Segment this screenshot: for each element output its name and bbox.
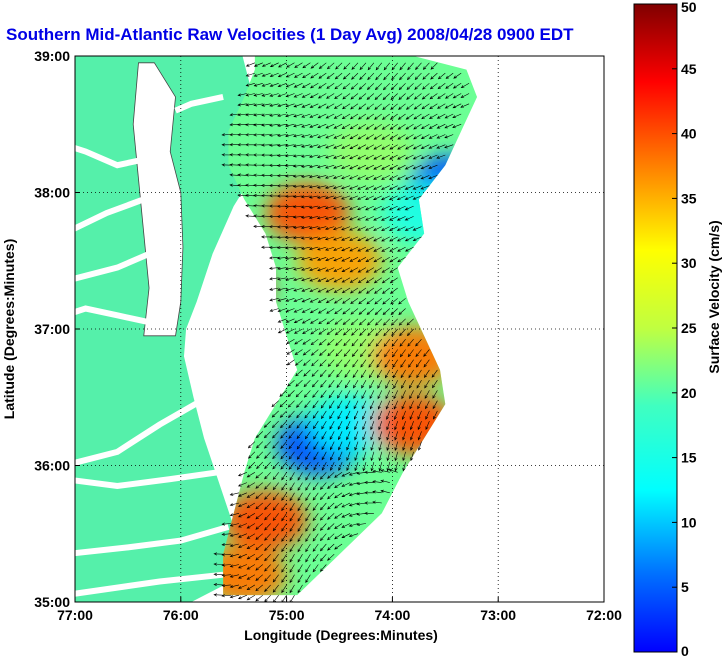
y-tick-label: 36:00 [34, 458, 70, 474]
colorbar-tick-label: 20 [681, 385, 697, 401]
x-tick-label: 74:00 [374, 607, 410, 623]
colorbar-tick-label: 45 [681, 61, 697, 77]
x-tick-label: 76:00 [163, 607, 199, 623]
x-tick-label: 77:00 [57, 607, 93, 623]
speed-region [329, 121, 414, 182]
colorbar-tick-label: 50 [681, 0, 697, 15]
colorbar-tick-label: 10 [681, 514, 697, 530]
vector-arrows [213, 62, 470, 602]
river [75, 305, 150, 326]
river [75, 144, 150, 169]
x-tick-label: 73:00 [480, 607, 516, 623]
river [75, 251, 151, 282]
x-tick-label: 72:00 [586, 607, 622, 623]
y-tick-label: 35:00 [34, 594, 70, 610]
speed-region [223, 490, 308, 551]
y-tick-label: 38:00 [34, 185, 70, 201]
grid-lines [75, 56, 604, 602]
y-tick-label: 39:00 [34, 48, 70, 64]
x-tick-label: 75:00 [269, 607, 305, 623]
river [75, 196, 145, 232]
y-axis-ticks: 35:00 36:00 37:00 38:00 39:00 [34, 48, 80, 610]
colorbar [633, 3, 678, 653]
chart-title: Southern Mid-Atlantic Raw Velocities (1 … [6, 25, 574, 44]
river [75, 394, 209, 466]
speed-region [297, 230, 382, 291]
colorbar-label: Surface Velocity (cm/s) [706, 220, 722, 373]
y-axis-label: Latitude (Degrees:Minutes) [1, 239, 17, 419]
colorbar-tick-label: 30 [681, 255, 697, 271]
river [75, 524, 230, 557]
colorbar-tick-label: 25 [681, 320, 697, 336]
x-axis-ticks: 77:00 76:00 75:00 74:00 73:00 72:00 [57, 597, 622, 623]
colorbar-ticks: 0 5 10 15 20 25 30 35 40 45 50 [672, 0, 697, 659]
velocity-vectors [213, 62, 470, 602]
river [75, 469, 219, 489]
colorbar-tick-label: 40 [681, 126, 697, 142]
x-axis-label: Longitude (Degrees:Minutes) [244, 627, 438, 643]
colorbar-tick-label: 0 [681, 643, 689, 659]
colorbar-tick-label: 35 [681, 190, 697, 206]
river [75, 571, 224, 597]
bay-water [132, 62, 184, 337]
colorbar-tick-label: 15 [681, 450, 697, 466]
colorbar-tick-label: 5 [681, 579, 689, 595]
y-tick-label: 37:00 [34, 321, 70, 337]
